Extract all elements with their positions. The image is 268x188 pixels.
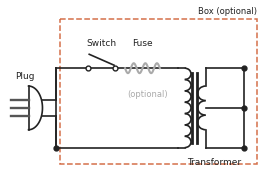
Bar (60, 19, 257, 164)
Text: Fuse: Fuse (132, 39, 153, 48)
Text: Plug: Plug (15, 72, 34, 81)
Text: (optional): (optional) (127, 90, 168, 99)
Text: Transformer: Transformer (188, 158, 242, 167)
Text: Box (optional): Box (optional) (198, 7, 257, 16)
Text: Switch: Switch (87, 39, 117, 48)
